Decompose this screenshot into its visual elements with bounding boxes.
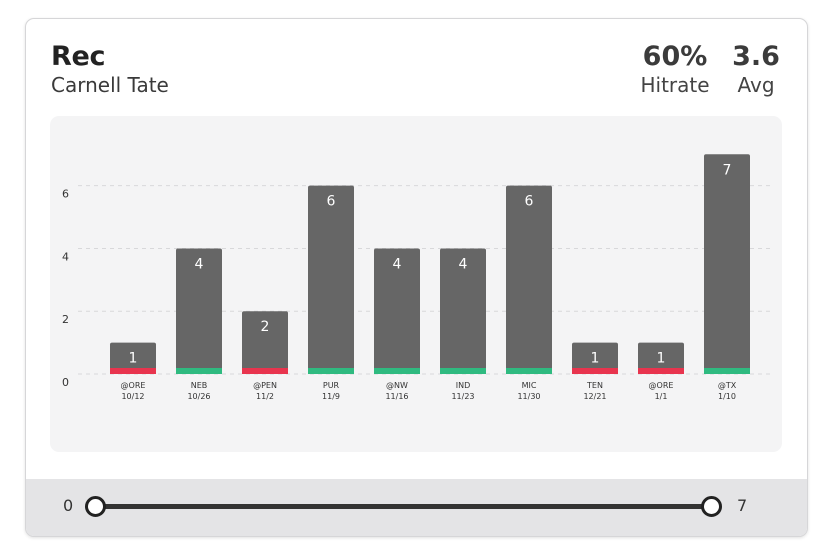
prop-card: Rec Carnell Tate 60% Hitrate 3.6 Avg 0 2 4…: [25, 18, 808, 537]
game-log-chart: 0 2 4 6 1 @ORE 10/12 4 NEB 10/26 2 @PEN 11/2 6 PUR 11/9…: [50, 116, 782, 452]
x-tick-opponent-1: NEB: [191, 381, 208, 390]
y-tick-label-2: 2: [62, 313, 69, 326]
x-tick-date-9: 1/10: [718, 392, 736, 401]
y-tick-label-0: 0: [62, 376, 69, 389]
result-strip-4: [374, 368, 420, 374]
x-tick-date-6: 11/30: [517, 392, 540, 401]
bar-3: [308, 185, 354, 374]
slider-min-label: 0: [63, 496, 74, 515]
bar-9: [704, 154, 750, 374]
result-strip-7: [572, 368, 618, 374]
x-tick-opponent-6: MIC: [522, 381, 537, 390]
y-tick-label-6: 6: [62, 188, 69, 201]
bar-value-label-4: 4: [393, 256, 402, 272]
average-label: Avg: [737, 73, 775, 97]
x-tick-date-4: 11/16: [385, 392, 408, 401]
x-tick-date-3: 11/9: [322, 392, 340, 401]
stat-category-title: Rec: [51, 41, 106, 72]
bar-0: [110, 342, 156, 374]
bar-7: [572, 342, 618, 374]
x-tick-date-2: 11/2: [256, 392, 274, 401]
bar-value-label-5: 4: [459, 256, 468, 272]
bar-value-label-9: 7: [723, 162, 732, 178]
bar-4: [374, 248, 420, 374]
x-tick-opponent-7: TEN: [586, 381, 603, 390]
bar-2: [242, 311, 288, 374]
slider-max-label: 7: [737, 496, 748, 515]
bar-value-label-1: 4: [195, 256, 204, 272]
bar-8: [638, 342, 684, 374]
bar-value-label-2: 2: [261, 319, 270, 335]
bar-value-label-6: 6: [525, 194, 534, 210]
bar-6: [506, 185, 552, 374]
x-tick-date-7: 12/21: [583, 392, 606, 401]
bar-value-label-3: 6: [327, 194, 336, 210]
average-value: 3.6: [732, 41, 780, 72]
hitrate-label: Hitrate: [640, 73, 710, 97]
result-strip-0: [110, 368, 156, 374]
x-tick-date-8: 1/1: [655, 392, 668, 401]
chart-svg: 0 2 4 6 1 @ORE 10/12 4 NEB 10/26 2 @PEN 11/2 6 PUR 11/9…: [62, 154, 772, 401]
x-tick-opponent-9: @TX: [718, 381, 737, 390]
result-strip-8: [638, 368, 684, 374]
result-strip-9: [704, 368, 750, 374]
bar-value-label-8: 1: [657, 351, 666, 367]
card-header: Rec Carnell Tate 60% Hitrate 3.6 Avg: [26, 19, 807, 119]
bar-5: [440, 248, 486, 374]
hitrate-value: 60%: [642, 41, 708, 72]
player-name: Carnell Tate: [51, 73, 169, 97]
slider-min-handle[interactable]: [85, 496, 106, 517]
x-tick-date-5: 11/23: [451, 392, 474, 401]
result-strip-6: [506, 368, 552, 374]
y-tick-label-4: 4: [62, 250, 69, 263]
x-tick-opponent-0: @ORE: [121, 381, 146, 390]
x-tick-opponent-3: PUR: [323, 381, 340, 390]
x-tick-opponent-4: @NW: [386, 381, 408, 390]
slider-max-handle[interactable]: [701, 496, 722, 517]
bar-value-label-7: 1: [591, 351, 600, 367]
result-strip-1: [176, 368, 222, 374]
x-tick-opponent-8: @ORE: [649, 381, 674, 390]
hitrate-stat: 60% Hitrate: [634, 41, 716, 97]
x-tick-date-0: 10/12: [121, 392, 144, 401]
result-strip-5: [440, 368, 486, 374]
x-tick-opponent-2: @PEN: [253, 381, 277, 390]
result-strip-3: [308, 368, 354, 374]
average-stat: 3.6 Avg: [726, 41, 786, 97]
range-slider-panel: 0 7: [26, 479, 807, 536]
x-tick-date-1: 10/26: [187, 392, 210, 401]
bar-value-label-0: 1: [129, 351, 138, 367]
x-tick-opponent-5: IND: [456, 381, 471, 390]
bar-1: [176, 248, 222, 374]
result-strip-2: [242, 368, 288, 374]
slider-track[interactable]: [94, 504, 712, 509]
